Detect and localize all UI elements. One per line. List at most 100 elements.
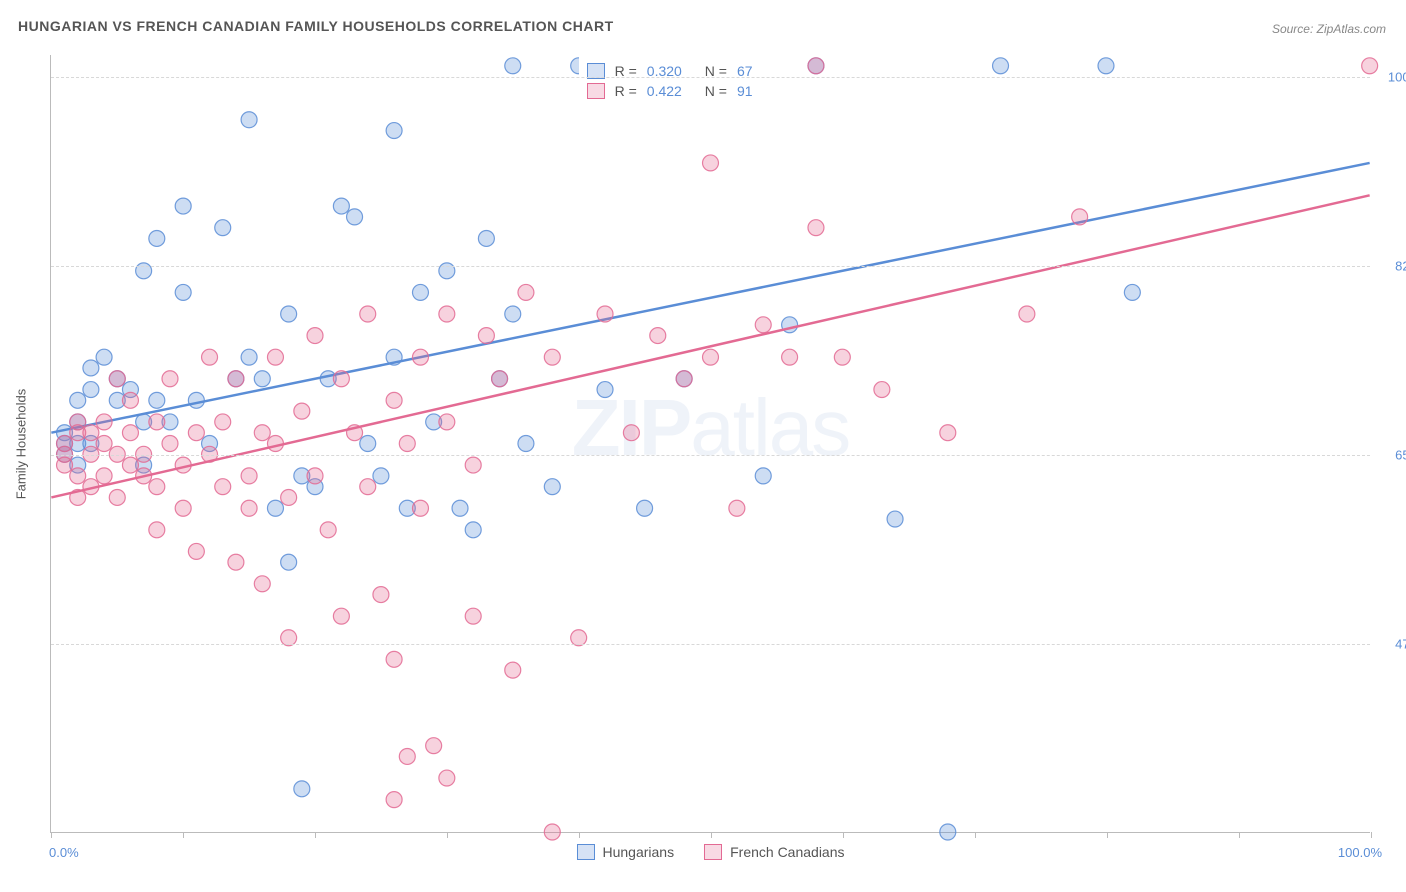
scatter-point (241, 500, 257, 516)
scatter-point (808, 220, 824, 236)
scatter-point (294, 781, 310, 797)
scatter-point (70, 414, 86, 430)
scatter-point (188, 543, 204, 559)
scatter-point (70, 468, 86, 484)
x-tick-mark (975, 832, 976, 838)
scatter-point (149, 230, 165, 246)
scatter-point (228, 554, 244, 570)
scatter-point (149, 392, 165, 408)
scatter-point (96, 414, 112, 430)
scatter-point (175, 284, 191, 300)
scatter-point (188, 392, 204, 408)
scatter-point (320, 522, 336, 538)
scatter-point (426, 738, 442, 754)
scatter-point (267, 436, 283, 452)
scatter-point (96, 436, 112, 452)
x-tick-mark (315, 832, 316, 838)
gridline (51, 644, 1370, 645)
trend-line (51, 195, 1369, 497)
scatter-point (439, 414, 455, 430)
scatter-point (162, 436, 178, 452)
correlation-stats-box: R =0.320N =67R =0.422N =91 (579, 57, 793, 105)
scatter-point (755, 317, 771, 333)
scatter-point (109, 489, 125, 505)
scatter-point (360, 479, 376, 495)
scatter-point (808, 58, 824, 74)
scatter-point (175, 198, 191, 214)
scatter-point (188, 425, 204, 441)
scatter-point (175, 500, 191, 516)
scatter-point (544, 479, 560, 495)
scatter-point (267, 500, 283, 516)
r-value: 0.422 (647, 83, 695, 99)
scatter-point (755, 468, 771, 484)
scatter-point (478, 230, 494, 246)
stats-row: R =0.320N =67 (587, 61, 785, 81)
scatter-point (623, 425, 639, 441)
y-axis-label: Family Households (14, 388, 29, 499)
legend: HungariansFrench Canadians (576, 844, 844, 860)
scatter-point (887, 511, 903, 527)
r-label: R = (615, 83, 637, 99)
x-axis-max-label: 100.0% (1338, 845, 1382, 860)
scatter-point (122, 392, 138, 408)
x-tick-mark (579, 832, 580, 838)
scatter-point (360, 306, 376, 322)
scatter-point (333, 608, 349, 624)
scatter-point (333, 198, 349, 214)
scatter-point (782, 349, 798, 365)
scatter-point (874, 382, 890, 398)
scatter-point (1098, 58, 1114, 74)
scatter-point (505, 662, 521, 678)
x-tick-mark (1371, 832, 1372, 838)
scatter-point (597, 382, 613, 398)
scatter-point (597, 306, 613, 322)
scatter-point (518, 284, 534, 300)
scatter-point (544, 824, 560, 840)
scatter-point (386, 792, 402, 808)
scatter-point (122, 457, 138, 473)
scatter-point (412, 500, 428, 516)
y-tick-label: 65.0% (1377, 447, 1406, 462)
scatter-point (57, 436, 73, 452)
scatter-point (122, 425, 138, 441)
legend-swatch (576, 844, 594, 860)
source-attribution: Source: ZipAtlas.com (1272, 22, 1386, 36)
scatter-point (83, 360, 99, 376)
chart-title: HUNGARIAN VS FRENCH CANADIAN FAMILY HOUS… (18, 18, 614, 34)
scatter-point (465, 608, 481, 624)
scatter-point (254, 371, 270, 387)
scatter-point (267, 349, 283, 365)
x-tick-mark (1107, 832, 1108, 838)
scatter-point (940, 824, 956, 840)
scatter-point (637, 500, 653, 516)
stats-row: R =0.422N =91 (587, 81, 785, 101)
scatter-point (162, 371, 178, 387)
scatter-point (399, 748, 415, 764)
scatter-point (412, 284, 428, 300)
legend-swatch (704, 844, 722, 860)
scatter-point (149, 522, 165, 538)
x-tick-mark (843, 832, 844, 838)
n-value: 91 (737, 83, 785, 99)
scatter-point (1124, 284, 1140, 300)
scatter-point (940, 425, 956, 441)
scatter-point (373, 587, 389, 603)
scatter-point (373, 468, 389, 484)
scatter-point (1019, 306, 1035, 322)
series-swatch (587, 83, 605, 99)
x-tick-mark (447, 832, 448, 838)
scatter-point (703, 155, 719, 171)
scatter-point (386, 392, 402, 408)
scatter-point (412, 349, 428, 365)
scatter-point (505, 58, 521, 74)
scatter-point (505, 306, 521, 322)
chart-plot-area: Family Households ZIPatlas R =0.320N =67… (50, 55, 1370, 833)
x-tick-mark (1239, 832, 1240, 838)
gridline (51, 77, 1370, 78)
scatter-point (215, 479, 231, 495)
scatter-point (993, 58, 1009, 74)
scatter-point (307, 328, 323, 344)
scatter-point (281, 306, 297, 322)
scatter-point (703, 349, 719, 365)
